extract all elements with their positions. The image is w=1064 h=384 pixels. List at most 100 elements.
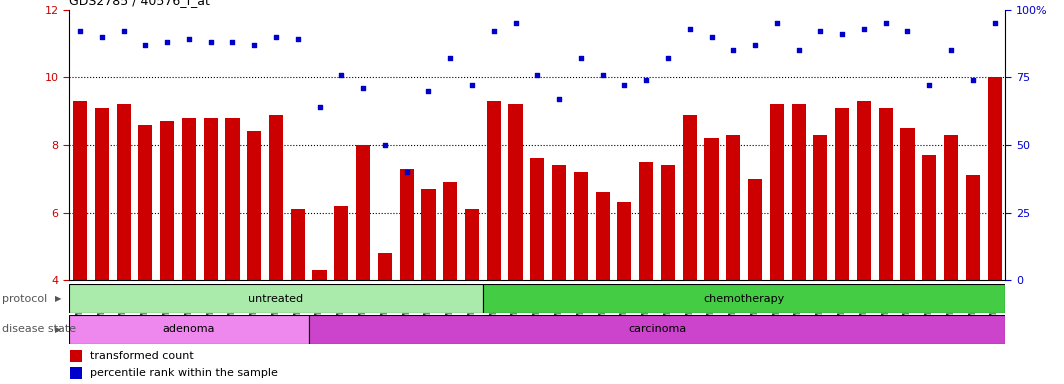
Bar bbox=[95, 108, 109, 280]
Bar bbox=[987, 77, 1001, 280]
Bar bbox=[269, 114, 283, 280]
Point bbox=[267, 34, 284, 40]
Point bbox=[159, 39, 176, 45]
Bar bbox=[290, 209, 305, 280]
Bar bbox=[247, 131, 262, 280]
Bar bbox=[509, 104, 522, 280]
Point bbox=[725, 47, 742, 53]
Point bbox=[594, 71, 611, 78]
Point bbox=[137, 42, 154, 48]
Point bbox=[812, 28, 829, 34]
Bar bbox=[683, 114, 697, 280]
Bar bbox=[748, 179, 762, 280]
Point bbox=[899, 28, 916, 34]
Point bbox=[223, 39, 240, 45]
Bar bbox=[879, 108, 893, 280]
Point bbox=[986, 20, 1003, 26]
Point bbox=[71, 28, 88, 34]
Point bbox=[289, 36, 306, 43]
Bar bbox=[530, 159, 545, 280]
Text: GDS2785 / 40576_f_at: GDS2785 / 40576_f_at bbox=[69, 0, 210, 7]
Point bbox=[791, 47, 808, 53]
Text: carcinoma: carcinoma bbox=[628, 324, 686, 334]
Bar bbox=[70, 350, 82, 362]
Bar bbox=[727, 135, 741, 280]
Point bbox=[333, 71, 350, 78]
Point bbox=[877, 20, 894, 26]
Bar bbox=[617, 202, 632, 280]
Point bbox=[964, 77, 981, 83]
Bar bbox=[70, 367, 82, 379]
Bar bbox=[309, 315, 1005, 344]
Point bbox=[943, 47, 960, 53]
Text: ▶: ▶ bbox=[55, 325, 62, 334]
Bar bbox=[421, 189, 435, 280]
Bar bbox=[160, 121, 174, 280]
Point bbox=[354, 85, 371, 91]
Point bbox=[94, 34, 111, 40]
Point bbox=[681, 25, 698, 31]
Point bbox=[202, 39, 219, 45]
Text: disease state: disease state bbox=[2, 324, 77, 334]
Bar bbox=[443, 182, 458, 280]
Bar bbox=[378, 253, 392, 280]
Point bbox=[616, 82, 633, 88]
Bar bbox=[552, 165, 566, 280]
Bar bbox=[138, 125, 152, 280]
Point bbox=[464, 82, 481, 88]
Point bbox=[398, 169, 415, 175]
Bar bbox=[182, 118, 196, 280]
Bar bbox=[226, 118, 239, 280]
Text: protocol: protocol bbox=[2, 293, 48, 304]
Text: untreated: untreated bbox=[249, 293, 303, 304]
Point bbox=[703, 34, 720, 40]
Point bbox=[442, 55, 459, 61]
Point bbox=[637, 77, 654, 83]
Bar bbox=[857, 101, 871, 280]
Bar bbox=[203, 118, 218, 280]
Point bbox=[747, 42, 764, 48]
Text: chemotherapy: chemotherapy bbox=[703, 293, 785, 304]
Bar bbox=[966, 175, 980, 280]
Bar bbox=[661, 165, 675, 280]
Bar bbox=[313, 270, 327, 280]
Point bbox=[420, 88, 437, 94]
Bar bbox=[944, 135, 958, 280]
Bar bbox=[769, 104, 784, 280]
Text: ▶: ▶ bbox=[55, 294, 62, 303]
Bar bbox=[900, 128, 915, 280]
Point bbox=[529, 71, 546, 78]
Bar bbox=[73, 101, 87, 280]
Bar bbox=[813, 135, 828, 280]
Point bbox=[920, 82, 937, 88]
Bar bbox=[835, 108, 849, 280]
Point bbox=[115, 28, 132, 34]
Point bbox=[485, 28, 502, 34]
Text: percentile rank within the sample: percentile rank within the sample bbox=[89, 368, 278, 378]
Point bbox=[550, 96, 567, 102]
Point bbox=[572, 55, 589, 61]
Bar bbox=[792, 104, 805, 280]
Text: transformed count: transformed count bbox=[89, 351, 194, 361]
Bar bbox=[704, 138, 718, 280]
Point bbox=[768, 20, 785, 26]
Bar bbox=[117, 104, 131, 280]
Point bbox=[855, 25, 872, 31]
Bar bbox=[69, 315, 309, 344]
Bar bbox=[639, 162, 653, 280]
Point bbox=[377, 142, 394, 148]
Bar bbox=[356, 145, 370, 280]
Point bbox=[246, 42, 263, 48]
Point bbox=[834, 31, 851, 37]
Point bbox=[508, 20, 525, 26]
Bar bbox=[69, 284, 483, 313]
Bar bbox=[486, 101, 501, 280]
Point bbox=[311, 104, 328, 110]
Text: adenoma: adenoma bbox=[163, 324, 215, 334]
Bar bbox=[483, 284, 1005, 313]
Bar bbox=[465, 209, 479, 280]
Bar bbox=[573, 172, 588, 280]
Point bbox=[660, 55, 677, 61]
Point bbox=[181, 36, 198, 43]
Bar bbox=[334, 206, 348, 280]
